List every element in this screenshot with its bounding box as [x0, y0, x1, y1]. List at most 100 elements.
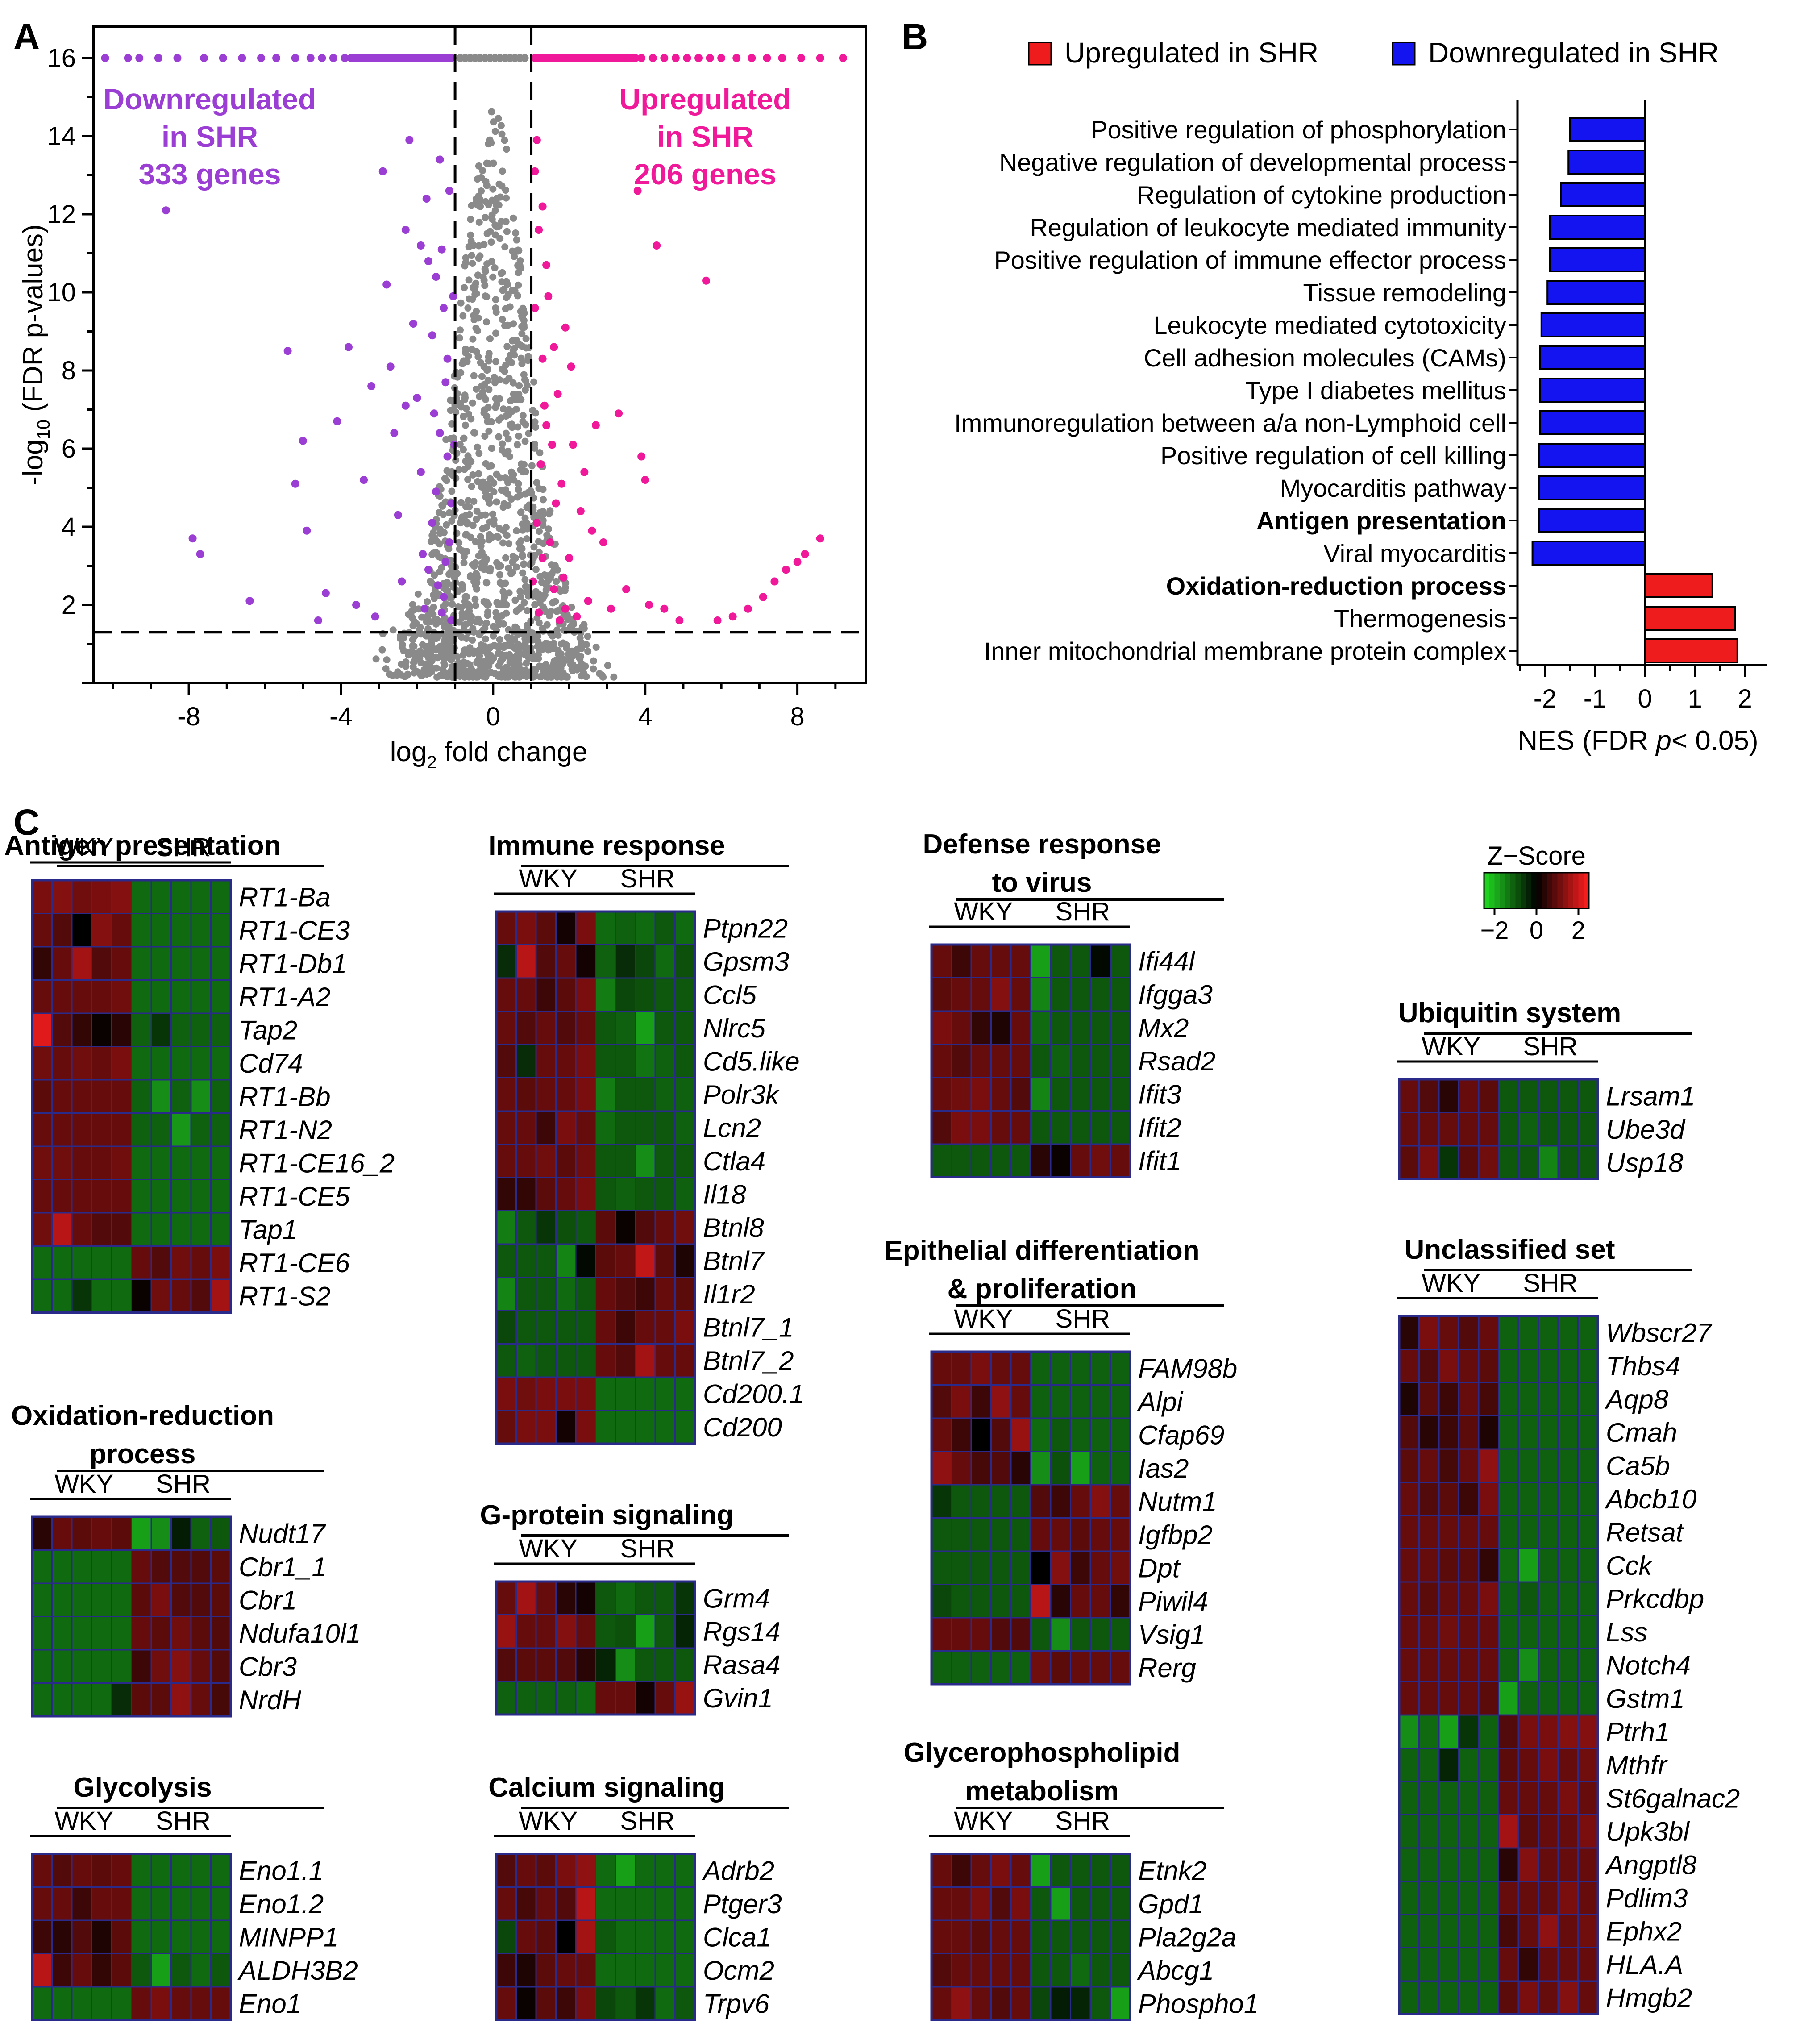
ns-point [491, 128, 499, 135]
gene-label: Eno1.1 [239, 1856, 324, 1886]
heatmap-cell [71, 979, 92, 1014]
ns-point [464, 475, 472, 483]
ns-point [473, 668, 481, 676]
heatmap-cell [71, 1212, 92, 1247]
gene-label: Ccl5 [703, 980, 757, 1010]
ns-point [484, 377, 492, 384]
heatmap-cell [535, 1110, 557, 1145]
bar [1539, 378, 1646, 403]
gene-label: Usp18 [1606, 1148, 1684, 1178]
heatmap-cell [170, 879, 192, 914]
ns-point [505, 589, 513, 597]
heatmap-cell [1398, 1615, 1420, 1649]
heatmap-cell [1398, 1748, 1420, 1782]
heatmap-cell [1050, 1484, 1071, 1519]
ns-point [530, 378, 538, 386]
ns-point [507, 495, 515, 503]
down-annotation: Downregulated [104, 83, 316, 116]
ns-point [482, 648, 490, 656]
heatmap-cell [1070, 1517, 1091, 1552]
ns-point [515, 281, 522, 289]
heatmap-cell [970, 1077, 992, 1112]
heatmap-cell [1517, 1112, 1539, 1147]
heatmap-cell [31, 1079, 53, 1114]
gene-label: Cd74 [239, 1049, 303, 1078]
heatmap-cell [1478, 1515, 1499, 1549]
ns-point [503, 194, 510, 202]
ns-point [460, 413, 467, 420]
heatmap-cell [111, 1278, 132, 1313]
ns-point [561, 583, 569, 591]
gene-label: MINPP1 [239, 1922, 338, 1952]
heatmap-cell [51, 913, 73, 948]
heatmap-cell [131, 1549, 152, 1584]
ns-point [529, 629, 536, 637]
heatmap-cell [615, 1310, 636, 1345]
heatmap-cell [951, 1584, 972, 1619]
gene-label: Prkcdbp [1606, 1584, 1704, 1614]
heatmap-cell [1418, 1681, 1440, 1716]
ns-point [501, 137, 508, 144]
ns-point [491, 670, 499, 677]
ns-point [460, 434, 468, 442]
ns-point [463, 548, 470, 555]
heatmap-cell [990, 1886, 1012, 1921]
heatmap-cell [1557, 1781, 1579, 1815]
ns-point [515, 480, 522, 487]
up-point [588, 526, 596, 535]
ns-point [525, 489, 532, 496]
heatmap-cell [1557, 1714, 1579, 1749]
heatmap-cell [150, 1212, 172, 1247]
heatmap-cell [970, 1886, 992, 1921]
gene-label: RT1-CE5 [239, 1182, 350, 1211]
ns-point [513, 394, 520, 401]
up-point [535, 608, 543, 617]
heatmap-cell [1458, 1112, 1480, 1147]
heatmap-cell [515, 1410, 537, 1445]
up-point [660, 604, 669, 613]
ns-point [598, 671, 606, 679]
heatmap-cell [170, 1549, 192, 1584]
heatmap-cell [31, 1179, 53, 1214]
ns-point [505, 406, 513, 413]
heatmap-cell [1070, 1919, 1091, 1954]
ns-point [474, 478, 482, 485]
up-point [660, 54, 669, 62]
heatmap-cell [1498, 1515, 1519, 1549]
ns-point [441, 475, 449, 482]
up-point [637, 452, 646, 461]
ns-point [516, 587, 524, 595]
heatmap-cell [535, 1011, 557, 1045]
heatmap-cell [970, 977, 992, 1012]
heatmap-cell [170, 1079, 192, 1114]
heatmap-cell [150, 1516, 172, 1551]
gene-label: Pdlim3 [1606, 1883, 1688, 1913]
heatmap-cell [1438, 1548, 1459, 1583]
heatmap-cell [615, 1376, 636, 1411]
ns-point [455, 466, 463, 474]
heatmap-cell [515, 944, 537, 979]
ns-point [475, 470, 482, 478]
heatmap-cell [495, 1144, 517, 1178]
colorbar-segment [1484, 873, 1490, 908]
heatmap-cell [595, 911, 616, 945]
ns-point [438, 564, 445, 571]
up-point [717, 54, 726, 62]
ns-point [501, 322, 509, 329]
down-point [428, 519, 436, 527]
ns-point [533, 479, 540, 487]
ns-point [445, 643, 453, 650]
ns-point [485, 601, 492, 608]
heatmap-cell [515, 1177, 537, 1211]
group-label: SHR [156, 1470, 211, 1499]
heatmap-cell [1010, 1584, 1031, 1619]
heatmap-cell [951, 1484, 972, 1519]
heatmap-cell [595, 1110, 616, 1145]
gene-label: Abcb10 [1605, 1484, 1697, 1514]
heatmap-cell [1577, 1448, 1599, 1483]
heatmap-cell [970, 1417, 992, 1452]
gene-label: Ndufa10l1 [239, 1619, 361, 1649]
heatmap-cell [1438, 1482, 1459, 1516]
heatmap-cell [1050, 1451, 1071, 1486]
ns-point [501, 243, 509, 251]
